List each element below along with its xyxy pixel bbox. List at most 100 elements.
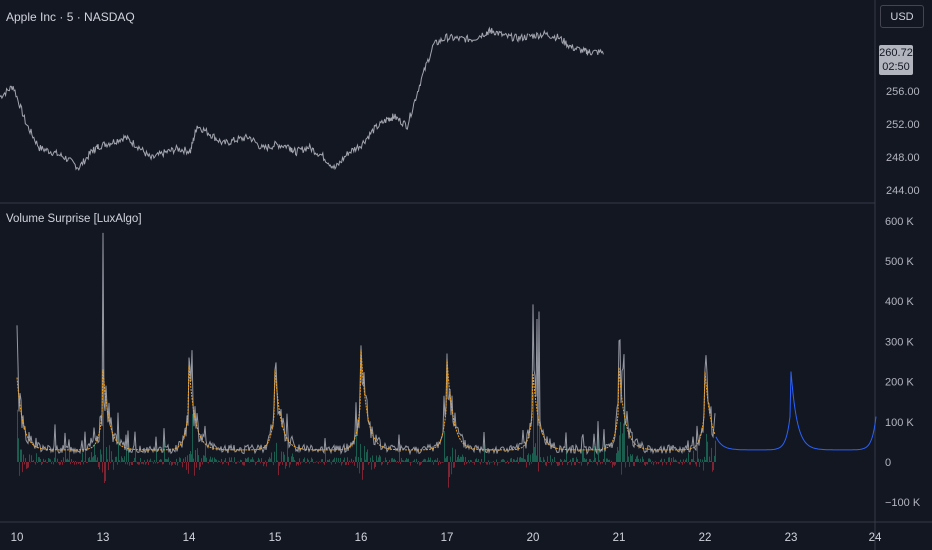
surprise-bar (57, 458, 58, 462)
surprise-bar (26, 462, 27, 469)
surprise-bar (133, 461, 134, 462)
surprise-bar (395, 459, 396, 462)
surprise-bar (111, 451, 112, 462)
surprise-bar (383, 461, 384, 462)
surprise-bar (356, 429, 357, 462)
surprise-bar (509, 462, 510, 463)
surprise-bar (713, 462, 714, 471)
surprise-bar (597, 462, 598, 466)
surprise-bar (224, 460, 225, 462)
surprise-bar (70, 462, 71, 465)
surprise-bar (456, 460, 457, 462)
surprise-bar (20, 449, 21, 462)
surprise-bar (35, 462, 36, 465)
surprise-bar (559, 462, 560, 466)
surprise-bar (651, 462, 652, 464)
surprise-bar (231, 457, 232, 462)
surprise-bar (22, 462, 23, 473)
surprise-bar (501, 459, 502, 462)
surprise-bar (87, 462, 88, 463)
surprise-bar (601, 462, 602, 463)
surprise-bar (479, 462, 480, 463)
surprise-bar (612, 462, 613, 468)
surprise-bar (71, 459, 72, 462)
surprise-bar (200, 462, 201, 467)
surprise-bar (460, 456, 461, 462)
surprise-bar (563, 461, 564, 462)
surprise-bar (372, 455, 373, 462)
surprise-bar (481, 458, 482, 462)
surprise-bar (423, 459, 424, 462)
surprise-bar (110, 462, 111, 464)
indicator-title[interactable]: Volume Surprise [LuxAlgo] (6, 213, 142, 225)
surprise-bar (229, 457, 230, 462)
surprise-bar (132, 462, 133, 466)
countdown-timer: 02:50 (882, 61, 910, 73)
surprise-bar (707, 441, 708, 462)
surprise-bar (329, 459, 330, 462)
surprise-bar (388, 462, 389, 464)
surprise-bar (252, 457, 253, 462)
surprise-bar (151, 461, 152, 462)
surprise-bar (623, 423, 624, 462)
currency-button[interactable]: USD (880, 5, 924, 28)
surprise-bar (28, 462, 29, 468)
indicator-tick-label: 100 K (885, 417, 914, 429)
surprise-bar (72, 462, 73, 463)
surprise-bar (278, 462, 279, 476)
surprise-bar (34, 462, 35, 463)
surprise-bar (127, 462, 128, 465)
surprise-bar (317, 461, 318, 463)
surprise-bar (474, 462, 475, 465)
surprise-bar (208, 462, 209, 464)
surprise-bar (592, 461, 593, 463)
surprise-bar (557, 462, 558, 466)
surprise-bar (124, 456, 125, 462)
surprise-bar (414, 459, 415, 462)
surprise-bar (350, 462, 351, 463)
surprise-bar (646, 462, 647, 464)
surprise-bar (32, 460, 33, 462)
surprise-bar (480, 462, 481, 465)
surprise-bar (424, 458, 425, 462)
surprise-bar (553, 462, 554, 463)
surprise-bar (399, 446, 400, 462)
surprise-bar (272, 461, 273, 463)
surprise-bar (507, 460, 508, 462)
surprise-bar (325, 450, 326, 462)
surprise-bar (676, 460, 677, 462)
surprise-bar (337, 462, 338, 463)
surprise-bar (430, 457, 431, 462)
surprise-bar (452, 447, 453, 462)
surprise-bar (377, 460, 378, 462)
surprise-bar (387, 462, 388, 466)
surprise-bar (443, 462, 444, 463)
surprise-bar (80, 462, 81, 465)
surprise-bar (107, 459, 108, 462)
time-tick-label: 20 (527, 532, 540, 544)
surprise-bar (347, 457, 348, 462)
surprise-bar (116, 456, 117, 462)
surprise-bar (593, 460, 594, 462)
surprise-bar (180, 458, 181, 462)
surprise-bar (433, 462, 434, 465)
symbol-title[interactable]: Apple Inc · 5 · NASDAQ (6, 10, 135, 24)
surprise-bar (445, 458, 446, 462)
surprise-bar (546, 462, 547, 467)
surprise-bar (692, 459, 693, 462)
surprise-bar (157, 462, 158, 464)
surprise-bar (543, 457, 544, 462)
surprise-bar (402, 460, 403, 462)
surprise-bar (68, 459, 69, 462)
surprise-bar (566, 444, 567, 462)
surprise-bar (53, 462, 54, 465)
surprise-bar (226, 462, 227, 463)
surprise-bar (343, 459, 344, 462)
surprise-bar (706, 433, 707, 462)
surprise-bar (608, 460, 609, 462)
price-tick-label: 244.00 (886, 185, 920, 197)
surprise-bar (243, 462, 244, 466)
surprise-bar (113, 462, 114, 470)
surprise-bar (296, 462, 297, 466)
